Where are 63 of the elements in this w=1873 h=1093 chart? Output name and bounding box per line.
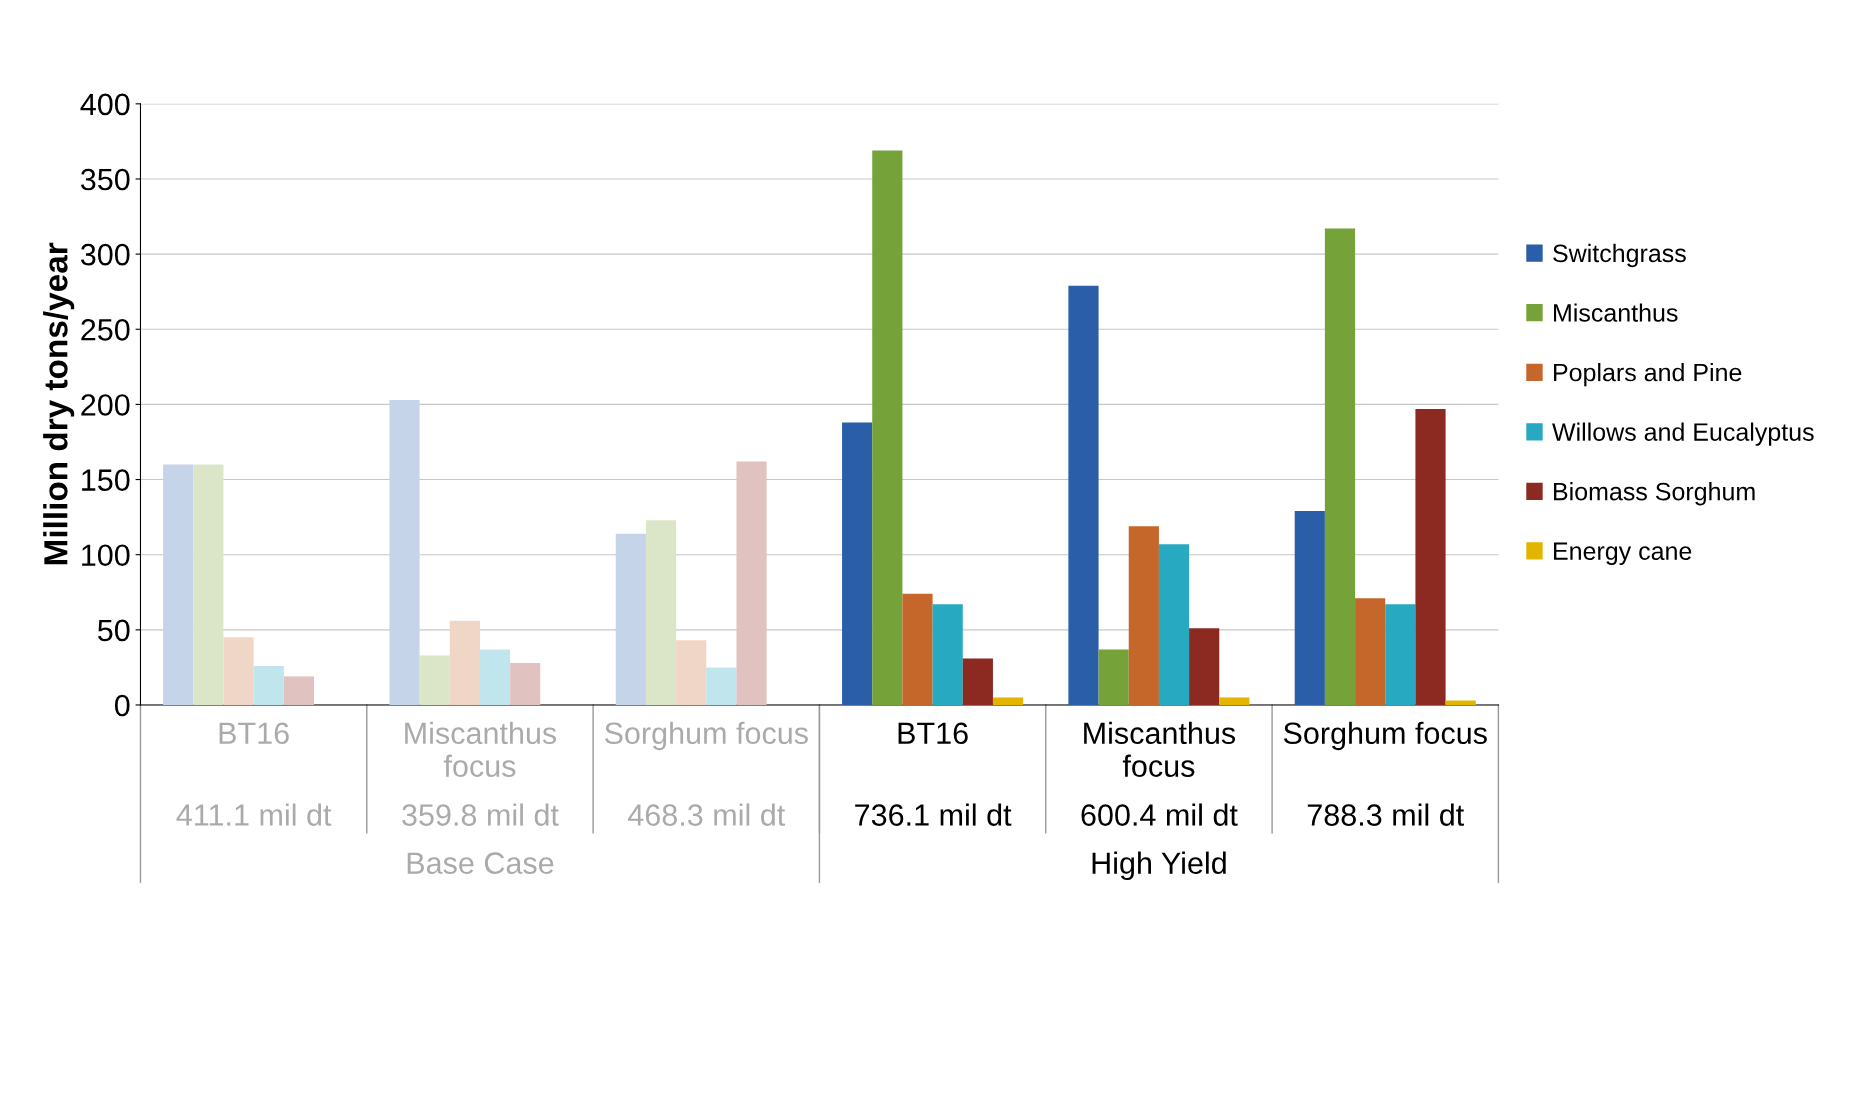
bar xyxy=(932,604,963,705)
bar xyxy=(253,665,284,705)
bar xyxy=(736,461,767,705)
bar xyxy=(676,640,707,705)
bar xyxy=(510,662,541,705)
text: 600.4 mil dt xyxy=(1081,803,1238,826)
y-tick-label: 0 xyxy=(114,694,130,717)
bar xyxy=(1445,700,1476,705)
text: 788.3 mil dt xyxy=(1307,803,1464,826)
bar xyxy=(645,520,677,705)
bar xyxy=(1219,697,1250,705)
y-tick-label: 100 xyxy=(82,544,130,567)
bar xyxy=(962,658,993,705)
y-tick-label: 250 xyxy=(81,319,130,341)
bar xyxy=(193,464,224,705)
text: 468.3 mil dt xyxy=(628,803,786,826)
bar xyxy=(283,676,314,705)
legend-label: Switchgrass xyxy=(1553,243,1686,268)
bar xyxy=(1324,228,1356,705)
bar xyxy=(449,620,480,705)
bar xyxy=(872,150,903,705)
x-tick-label: Sorghum focus xyxy=(1283,721,1487,751)
y-axis-title: Million dry tons/year xyxy=(43,242,75,565)
bar xyxy=(842,422,873,705)
bar xyxy=(1355,598,1386,705)
bar xyxy=(389,399,420,705)
y-tick-label: 200 xyxy=(81,394,130,416)
legend-label: Biomass Sorghum xyxy=(1554,482,1755,506)
legend-label: Poplars and Pine xyxy=(1554,362,1742,387)
text: 359.8 mil dt xyxy=(402,803,559,826)
y-tick-label: 350 xyxy=(80,168,130,191)
bar xyxy=(1415,408,1446,705)
bar xyxy=(992,697,1024,705)
bar xyxy=(1158,544,1190,705)
text: High Yield xyxy=(1092,851,1226,881)
bar xyxy=(223,637,254,705)
bar xyxy=(706,667,737,705)
bar xyxy=(163,464,194,705)
x-tick-label: BT16 xyxy=(898,722,968,745)
legend-label: Miscanthus xyxy=(1554,303,1678,322)
x-tick-label: Sorghum focus xyxy=(604,721,808,751)
y-tick-label: 150 xyxy=(82,469,130,491)
bar xyxy=(419,655,450,705)
text: Base Case xyxy=(407,852,554,874)
bar xyxy=(1068,285,1099,705)
y-tick-label: 50 xyxy=(97,619,130,642)
y-tick-label: 400 xyxy=(80,93,130,116)
x-tick-label: Miscanthus focus xyxy=(405,721,557,778)
text: 736.1 mil dt xyxy=(855,803,1012,826)
bar xyxy=(1189,628,1220,705)
bar xyxy=(1098,649,1129,705)
bar xyxy=(615,533,646,705)
legend-label: Energy cane xyxy=(1554,542,1692,565)
text: 411.1 mil dt xyxy=(176,803,332,826)
bar xyxy=(479,649,511,705)
y-tick-label: 300 xyxy=(80,243,130,266)
x-tick-label: Miscanthus focus xyxy=(1084,721,1236,778)
bar xyxy=(902,593,933,705)
legend-label: Willows and Eucalyptus xyxy=(1552,422,1814,446)
bar xyxy=(1385,604,1416,705)
bar xyxy=(1128,526,1159,705)
x-tick-label: BT16 xyxy=(219,722,289,745)
bar xyxy=(1294,511,1325,705)
